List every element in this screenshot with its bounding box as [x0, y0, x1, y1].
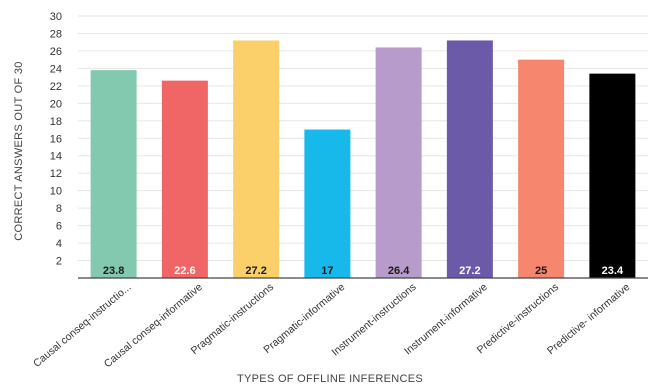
- y-tick-label-22: 22: [50, 81, 62, 93]
- y-tick-label-8: 8: [56, 203, 62, 215]
- y-tick-label-16: 16: [50, 133, 62, 145]
- x-axis-categories: Causal conseq-instructio...Causal conseq…: [31, 281, 632, 370]
- y-tick-label-18: 18: [50, 116, 62, 128]
- data-label-0: 23.8: [103, 265, 124, 277]
- bar-4: [375, 47, 422, 278]
- data-label-2: 27.2: [245, 265, 266, 277]
- data-label-4: 26.4: [388, 265, 410, 277]
- data-label-1: 22.6: [174, 265, 195, 277]
- y-tick-label-12: 12: [50, 168, 62, 180]
- y-tick-label-20: 20: [50, 98, 62, 110]
- data-label-7: 23.4: [602, 265, 624, 277]
- data-label-5: 27.2: [459, 265, 480, 277]
- bar-7: [589, 73, 636, 278]
- y-tick-label-4: 4: [56, 238, 62, 250]
- y-axis-title: CORRECT ANSWERS OUT OF 30: [13, 61, 25, 240]
- data-label-3: 17: [321, 265, 333, 277]
- y-tick-label-26: 26: [50, 46, 62, 58]
- y-tick-label-10: 10: [50, 186, 62, 198]
- x-axis-title: TYPES OF OFFLINE INFERENCES: [237, 373, 423, 385]
- bar-5: [446, 40, 493, 278]
- y-tick-label-28: 28: [50, 28, 62, 40]
- bars: [90, 40, 636, 278]
- bar-3: [304, 129, 351, 278]
- data-labels: 23.8 22.6 27.2 17 26.4 27.2 25 23.4: [103, 265, 624, 277]
- y-tick-label-6: 6: [56, 221, 62, 233]
- bar-2: [233, 40, 280, 278]
- bar-1: [161, 80, 208, 278]
- bar-0: [90, 70, 137, 278]
- data-label-6: 25: [535, 265, 547, 277]
- y-tick-label-24: 24: [50, 63, 62, 75]
- y-tick-label-14: 14: [50, 151, 62, 163]
- y-tick-label-2: 2: [56, 256, 62, 268]
- bar-6: [518, 59, 565, 278]
- y-tick-label-30: 30: [50, 11, 62, 23]
